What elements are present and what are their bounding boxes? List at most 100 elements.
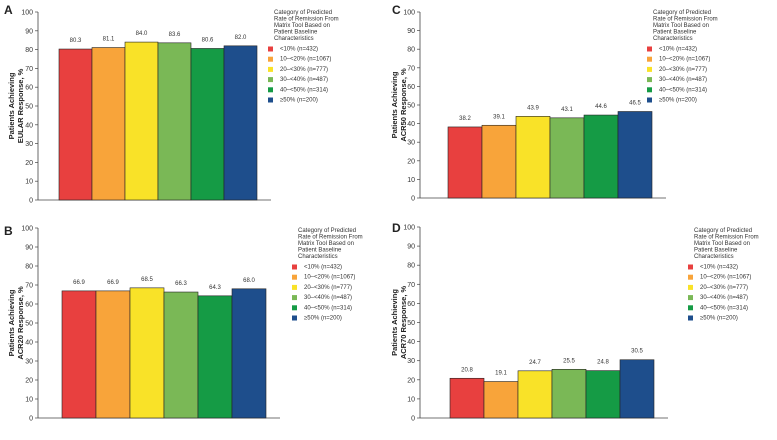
y-tick-label: 20 bbox=[25, 378, 33, 385]
legend-label: 10–<20% (n=1067) bbox=[700, 275, 751, 281]
y-tick-label: 10 bbox=[25, 179, 33, 186]
legend-label: 20–<30% (n=777) bbox=[659, 67, 707, 73]
data-label: 44.6 bbox=[595, 104, 607, 110]
data-label: 66.9 bbox=[107, 280, 119, 286]
legend-title: Category of Predicted Rate of Remission F… bbox=[298, 228, 363, 260]
legend-label: <10% (n=432) bbox=[280, 47, 318, 53]
y-tick-label: 30 bbox=[25, 359, 33, 366]
y-tick-label: 100 bbox=[21, 226, 33, 233]
y-tick-label: 60 bbox=[25, 85, 33, 92]
data-label: 30.5 bbox=[631, 349, 643, 355]
bar-1 bbox=[447, 126, 483, 199]
legend-swatch bbox=[292, 284, 297, 290]
bar-1 bbox=[449, 377, 485, 419]
y-tick-label: 0 bbox=[29, 416, 33, 423]
y-tick-label: 10 bbox=[407, 396, 415, 403]
data-label: 66.3 bbox=[175, 281, 187, 287]
y-tick-label: 70 bbox=[407, 282, 415, 289]
y-tick-label: 0 bbox=[411, 416, 415, 423]
legend-swatch bbox=[268, 66, 273, 72]
data-label: 25.5 bbox=[563, 358, 575, 364]
y-tick-label: 10 bbox=[25, 397, 33, 404]
y-tick-label: 50 bbox=[407, 320, 415, 327]
y-tick-label: 0 bbox=[29, 198, 33, 205]
y-tick-label: 90 bbox=[407, 28, 415, 35]
data-label: 24.7 bbox=[529, 360, 541, 366]
legend-label: 30–<40% (n=487) bbox=[659, 77, 707, 83]
legend-swatch bbox=[647, 77, 652, 83]
legend-swatch bbox=[268, 77, 273, 83]
y-tick-label: 20 bbox=[407, 158, 415, 165]
legend-swatch bbox=[292, 315, 297, 321]
data-label: 46.5 bbox=[629, 101, 641, 107]
y-tick-label: 100 bbox=[403, 225, 415, 232]
legend-title: Category of Predicted Rate of Remission F… bbox=[274, 10, 339, 42]
legend-label: 40–<50% (n=314) bbox=[280, 87, 328, 93]
y-tick-label: 30 bbox=[25, 141, 33, 148]
legend-swatch bbox=[688, 274, 693, 280]
legend: Category of Predicted Rate of Remission F… bbox=[268, 10, 339, 104]
legend-label: 30–<40% (n=487) bbox=[280, 77, 328, 83]
y-axis-label: Patients AchievingACR50 Response, % bbox=[390, 68, 408, 142]
data-label: 38.2 bbox=[459, 116, 471, 122]
y-tick-label: 70 bbox=[407, 65, 415, 72]
y-tick-label: 70 bbox=[25, 66, 33, 73]
legend-swatch bbox=[688, 315, 693, 321]
y-tick-label: 90 bbox=[25, 28, 33, 35]
data-label: 66.9 bbox=[73, 280, 85, 286]
bar-4 bbox=[163, 291, 199, 419]
legend-label: <10% (n=432) bbox=[304, 265, 342, 271]
legend-label: <10% (n=432) bbox=[659, 47, 697, 53]
legend-label: 10–<20% (n=1067) bbox=[304, 275, 355, 281]
y-tick-label: 80 bbox=[25, 47, 33, 54]
y-tick-label: 30 bbox=[407, 140, 415, 147]
data-label: 68.0 bbox=[243, 278, 255, 284]
bar-2 bbox=[91, 47, 126, 201]
y-tick-label: 50 bbox=[407, 103, 415, 110]
bar-4 bbox=[549, 117, 585, 199]
legend-label: ≥50% (n=200) bbox=[304, 316, 342, 322]
panel-d: D 0 10 20 30 40 50 60 70 80 90 100 Patients Achievin… bbox=[390, 221, 759, 423]
panel-letter: B bbox=[4, 224, 13, 238]
legend-swatch bbox=[292, 305, 297, 311]
data-label: 84.0 bbox=[136, 31, 148, 37]
y-tick-label: 30 bbox=[407, 358, 415, 365]
legend-title: Category of Predicted Rate of Remission F… bbox=[653, 10, 718, 42]
bar-6 bbox=[617, 111, 653, 199]
bar-6 bbox=[223, 45, 258, 201]
legend-swatch bbox=[647, 46, 652, 52]
y-tick-label: 20 bbox=[407, 377, 415, 384]
legend-swatch bbox=[688, 295, 693, 301]
legend-label: ≥50% (n=200) bbox=[280, 98, 318, 104]
legend-label: 20–<30% (n=777) bbox=[280, 67, 328, 73]
y-tick-label: 20 bbox=[25, 160, 33, 167]
panel-letter: C bbox=[392, 3, 401, 17]
legend-swatch bbox=[647, 66, 652, 72]
legend-label: 20–<30% (n=777) bbox=[700, 285, 748, 291]
legend-label: 20–<30% (n=777) bbox=[304, 285, 352, 291]
y-tick-label: 100 bbox=[21, 10, 33, 17]
bar-3 bbox=[517, 370, 553, 419]
bar-6 bbox=[231, 288, 267, 419]
data-label: 39.1 bbox=[493, 114, 505, 120]
bar-2 bbox=[481, 124, 517, 199]
legend-swatch bbox=[292, 295, 297, 301]
y-tick-label: 80 bbox=[407, 47, 415, 54]
legend-label: 30–<40% (n=487) bbox=[700, 295, 748, 301]
legend-swatch bbox=[292, 274, 297, 280]
bar-3 bbox=[129, 287, 165, 419]
bar-3 bbox=[124, 41, 159, 201]
y-tick-label: 50 bbox=[25, 104, 33, 111]
bar-5 bbox=[585, 370, 621, 419]
data-label: 68.5 bbox=[141, 277, 153, 283]
legend-swatch bbox=[688, 284, 693, 290]
y-tick-label: 40 bbox=[25, 122, 33, 129]
y-tick-label: 50 bbox=[25, 321, 33, 328]
bar-3 bbox=[515, 116, 551, 199]
y-tick-label: 90 bbox=[407, 244, 415, 251]
data-label: 80.6 bbox=[202, 37, 214, 43]
y-tick-label: 40 bbox=[407, 339, 415, 346]
y-tick-label: 80 bbox=[407, 263, 415, 270]
y-axis-label: Patients AchievingEULAR Response, % bbox=[7, 68, 25, 143]
bar-5 bbox=[583, 114, 619, 199]
